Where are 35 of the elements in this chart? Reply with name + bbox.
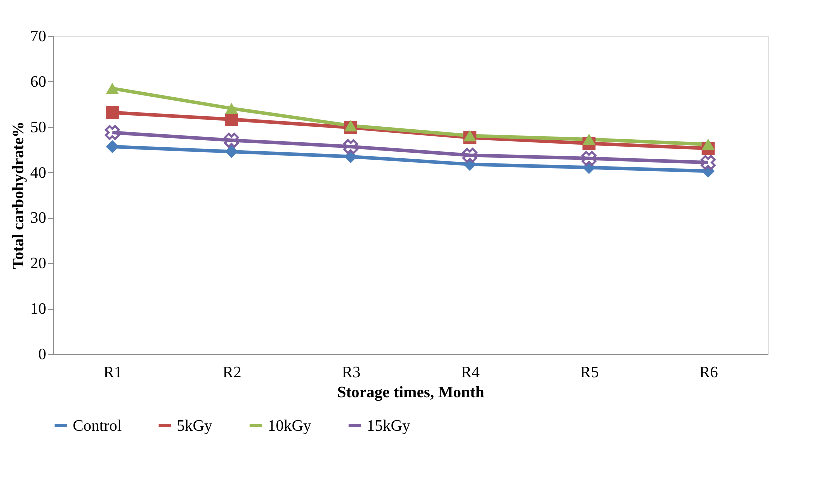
x-tick-label: R2	[222, 364, 242, 382]
y-tick-label: 50	[30, 119, 46, 136]
point	[105, 125, 120, 140]
point	[106, 106, 120, 120]
point	[700, 155, 716, 170]
y-tick-label: 70	[30, 28, 46, 46]
y-tick-label: 30	[30, 210, 46, 228]
point	[462, 148, 478, 163]
legend-label: 5kGy	[177, 418, 213, 435]
point	[344, 120, 358, 132]
y-tick-label: 20	[30, 256, 46, 273]
point	[464, 130, 477, 142]
point	[225, 145, 238, 158]
point	[343, 139, 358, 154]
x-tick-label: R6	[700, 364, 718, 382]
x-tick-label: R3	[342, 364, 361, 382]
y-axis-title: Total carbohydrate%	[10, 122, 28, 270]
point	[582, 134, 596, 146]
x-tick-label: R5	[580, 364, 600, 382]
point	[224, 133, 240, 148]
y-tick-label: 40	[30, 164, 46, 182]
legend-label: 15kGy	[367, 418, 411, 435]
y-tick-label: 60	[30, 74, 46, 91]
x-tick-label: R1	[104, 364, 122, 382]
x-tick-label: R4	[461, 364, 480, 382]
point	[106, 83, 120, 94]
point	[702, 138, 715, 150]
point	[106, 140, 120, 154]
point	[582, 151, 597, 166]
x-axis-title: Storage times, Month	[337, 384, 485, 402]
y-tick-label: 10	[30, 301, 46, 318]
legend-label: 10kGy	[268, 418, 312, 435]
legend-label: Control	[73, 418, 122, 435]
point	[225, 103, 238, 114]
y-tick-label: 0	[38, 346, 46, 364]
